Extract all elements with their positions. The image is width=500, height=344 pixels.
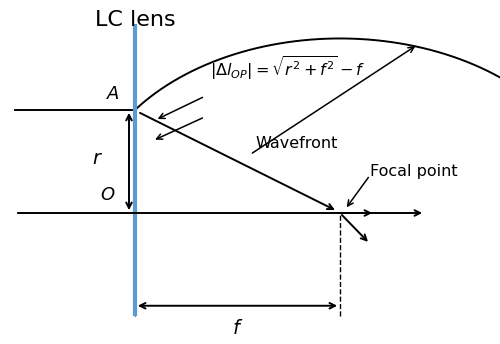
Text: $O$: $O$ [100,186,115,204]
Text: LC lens: LC lens [94,10,176,30]
Text: Wavefront: Wavefront [255,136,338,151]
Text: $A$: $A$ [106,85,120,103]
Text: Focal point: Focal point [370,164,458,179]
Text: $|\Delta l_{OP}| = \sqrt{r^2 + f^2} - f$: $|\Delta l_{OP}| = \sqrt{r^2 + f^2} - f$ [210,54,366,83]
Text: $f$: $f$ [232,320,243,338]
Text: $r$: $r$ [92,149,103,168]
